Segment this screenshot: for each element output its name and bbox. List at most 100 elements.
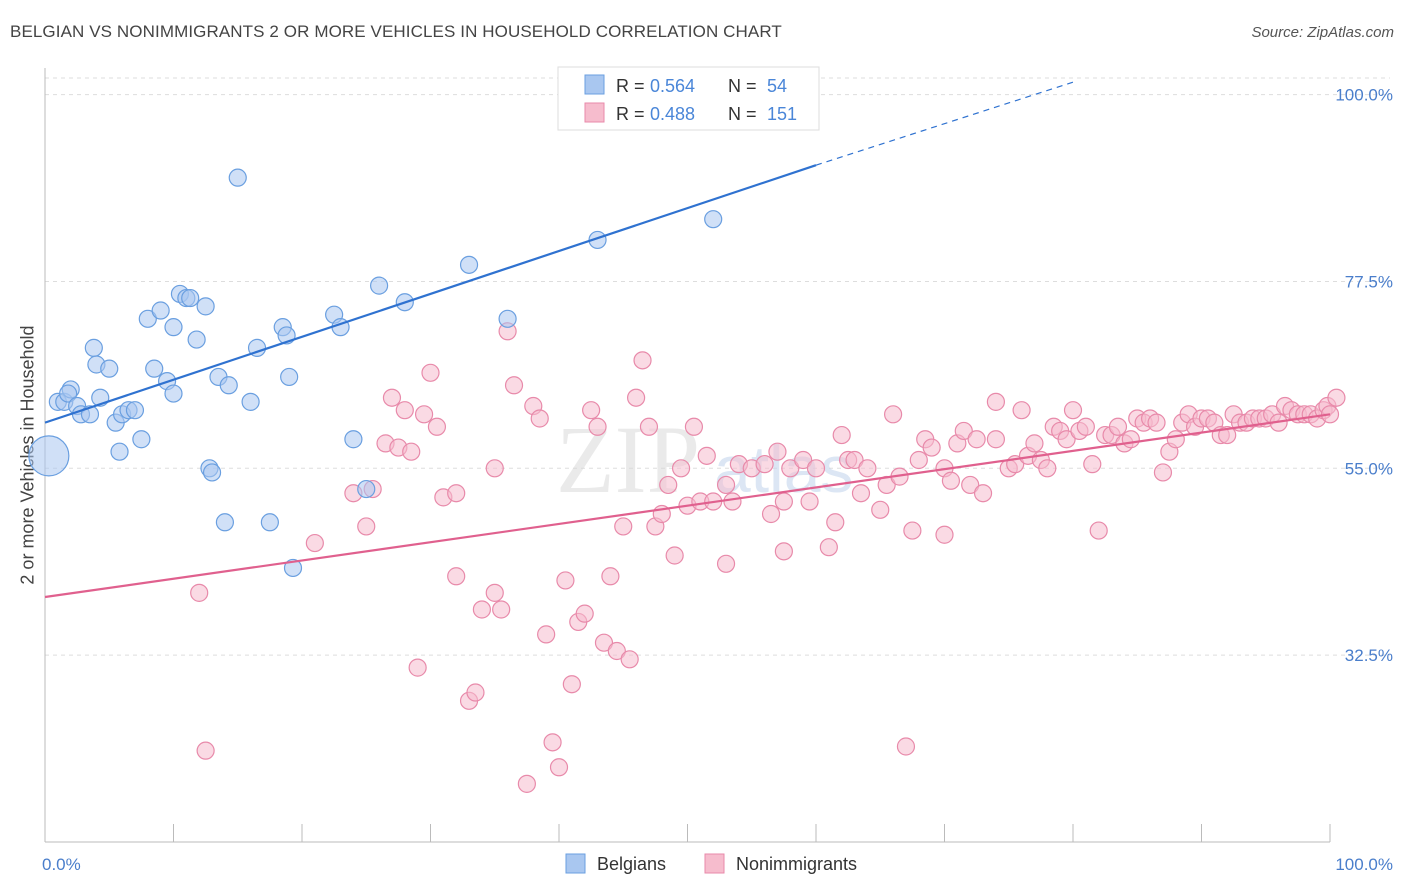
point-nonimmigrants-79 [883, 405, 903, 424]
point-nonimmigrants-92 [973, 484, 993, 503]
point-belgians-25 [181, 288, 200, 308]
point-nonimmigrants-21 [485, 459, 504, 478]
point-nonimmigrants-129 [1218, 425, 1237, 445]
point-nonimmigrants-99 [1025, 434, 1044, 453]
y-tick-label-3: 100.0% [1335, 86, 1393, 105]
point-nonimmigrants-68 [800, 492, 819, 511]
point-nonimmigrants-76 [858, 459, 877, 478]
point-nonimmigrants-90 [961, 475, 980, 495]
point-nonimmigrants-10 [402, 442, 421, 461]
point-nonimmigrants-44 [633, 351, 652, 370]
point-nonimmigrants-17 [447, 567, 466, 586]
legend-n-label-nonimmigrants: N = [728, 104, 757, 124]
point-nonimmigrants-74 [845, 450, 864, 470]
x-tick-label-start: 0.0% [42, 855, 81, 874]
y-tick-label-1: 55.0% [1345, 459, 1393, 478]
point-nonimmigrants-14 [427, 417, 447, 436]
point-nonimmigrants-118 [1147, 413, 1166, 432]
point-belgians-7 [84, 338, 103, 357]
point-nonimmigrants-48 [659, 475, 678, 495]
point-nonimmigrants-2 [305, 533, 324, 553]
point-nonimmigrants-112 [1108, 417, 1128, 436]
point-nonimmigrants-97 [1012, 401, 1031, 420]
legend-n-value-nonimmigrants: 151 [767, 104, 797, 124]
point-nonimmigrants-52 [684, 417, 704, 436]
point-nonimmigrants-35 [575, 604, 594, 623]
point-belgians-40 [283, 558, 303, 578]
point-nonimmigrants-114 [1121, 430, 1140, 449]
trend-line-nonimmigrants [44, 413, 1331, 599]
legend-bottom-label-nonimmigrants: Nonimmigrants [736, 854, 857, 874]
point-nonimmigrants-104 [1057, 430, 1076, 449]
y-tick-label-0: 32.5% [1345, 646, 1393, 665]
point-nonimmigrants-49 [665, 546, 684, 565]
point-belgians-48 [498, 309, 517, 328]
chart-title: BELGIAN VS NONIMMIGRANTS 2 OR MORE VEHIC… [10, 22, 782, 41]
point-nonimmigrants-0 [190, 583, 209, 602]
point-nonimmigrants-30 [543, 733, 562, 752]
point-nonimmigrants-72 [832, 425, 851, 445]
point-belgians-27 [196, 297, 215, 316]
legend-swatch-nonimmigrants [584, 102, 605, 123]
point-nonimmigrants-109 [1089, 521, 1108, 540]
point-nonimmigrants-41 [614, 517, 633, 536]
point-belgians-47 [459, 255, 479, 274]
point-belgians-3 [59, 384, 78, 403]
series-nonimmigrants [190, 322, 1346, 793]
point-nonimmigrants-91 [967, 430, 986, 449]
point-nonimmigrants-75 [851, 484, 871, 503]
point-nonimmigrants-87 [941, 471, 961, 490]
point-nonimmigrants-40 [607, 641, 626, 661]
point-nonimmigrants-54 [697, 446, 716, 465]
legend-bottom-swatch-nonimmigrants [704, 853, 725, 874]
point-belgians-36 [260, 513, 279, 532]
point-belgians-26 [187, 330, 206, 349]
point-nonimmigrants-66 [781, 459, 800, 478]
point-nonimmigrants-70 [819, 538, 838, 557]
point-belgians-10 [100, 359, 119, 378]
point-nonimmigrants-148 [935, 525, 954, 544]
point-nonimmigrants-94 [986, 430, 1006, 449]
point-nonimmigrants-26 [517, 774, 536, 793]
point-nonimmigrants-19 [466, 683, 485, 702]
point-nonimmigrants-62 [761, 504, 781, 524]
watermark-zip: ZIP [556, 406, 700, 513]
point-nonimmigrants-12 [414, 405, 434, 424]
point-belgians-45 [370, 276, 389, 295]
point-nonimmigrants-31 [549, 758, 569, 777]
point-nonimmigrants-7 [382, 388, 402, 407]
point-nonimmigrants-108 [1083, 455, 1102, 474]
point-nonimmigrants-29 [537, 625, 556, 644]
point-nonimmigrants-58 [723, 492, 742, 511]
legend-n-value-belgians: 54 [767, 76, 787, 96]
point-nonimmigrants-56 [716, 475, 736, 495]
point-belgians-39 [280, 367, 299, 387]
point-belgians-19 [151, 301, 170, 320]
point-belgians-34 [241, 392, 260, 411]
point-belgians-52 [28, 435, 70, 477]
legend-top: R = 0.564 N = 54 R = 0.488 N = 151 [557, 66, 820, 131]
point-nonimmigrants-71 [826, 513, 845, 532]
point-nonimmigrants-64 [774, 542, 793, 561]
point-nonimmigrants-36 [582, 401, 601, 420]
point-nonimmigrants-63 [768, 442, 787, 461]
point-nonimmigrants-33 [562, 675, 581, 694]
point-nonimmigrants-42 [620, 650, 639, 669]
x-tick-label-end: 100.0% [1335, 855, 1393, 874]
point-nonimmigrants-147 [1327, 388, 1346, 407]
legend-bottom: Belgians Nonimmigrants [565, 853, 857, 874]
legend-r-label-nonimmigrants: R = [616, 104, 645, 124]
point-belgians-18 [145, 359, 164, 378]
point-nonimmigrants-81 [896, 737, 916, 756]
point-nonimmigrants-85 [922, 438, 941, 457]
point-nonimmigrants-16 [447, 484, 466, 503]
point-nonimmigrants-9 [395, 401, 414, 420]
point-belgians-15 [125, 401, 145, 420]
legend-bottom-label-belgians: Belgians [597, 854, 666, 874]
point-belgians-22 [164, 318, 183, 337]
legend-r-label-belgians: R = [616, 76, 645, 96]
trend-lines [44, 81, 1331, 599]
point-belgians-33 [228, 168, 247, 187]
point-belgians-29 [202, 463, 222, 482]
point-belgians-44 [357, 479, 376, 499]
